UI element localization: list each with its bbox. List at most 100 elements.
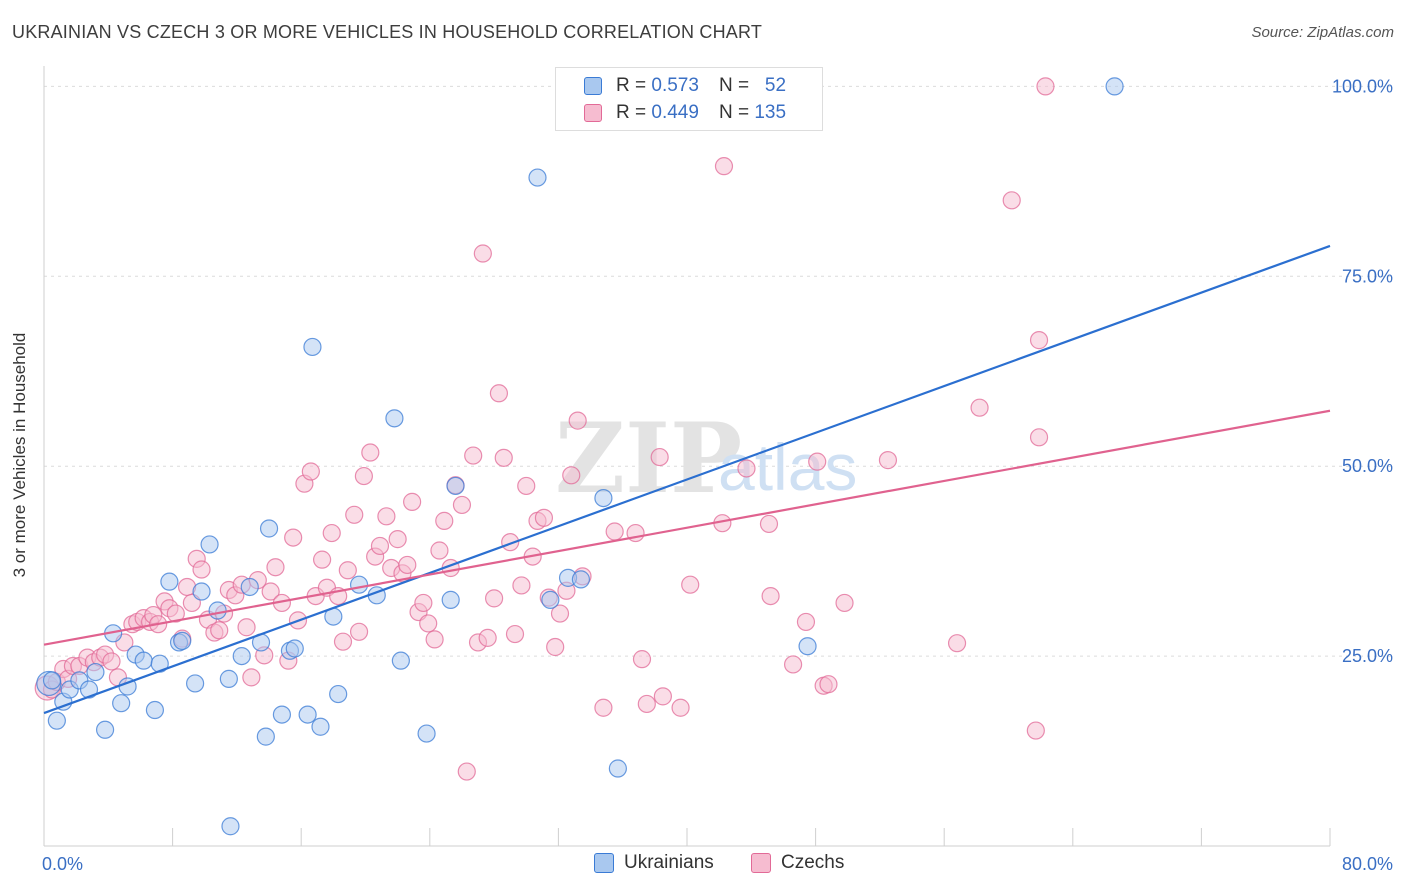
czech-point (166, 604, 185, 623)
czech-point (819, 675, 838, 694)
czech-point (242, 668, 261, 687)
ukrainian-point (173, 631, 192, 651)
y-tick-label: 25.0% (1342, 646, 1393, 666)
ukrainian-trend-line (43, 244, 1331, 715)
legend-item-czechs[interactable]: Czechs (751, 852, 844, 874)
trend-lines (43, 244, 1331, 715)
czech-point (517, 476, 536, 496)
czech-point (425, 630, 444, 649)
czech-point (653, 687, 672, 706)
czech-point (808, 452, 827, 471)
ukrainian-points (36, 77, 1124, 836)
czech-point (637, 694, 656, 714)
ukrainian-point (385, 409, 404, 428)
czech-point (632, 650, 652, 669)
ukrainian-point (329, 684, 348, 704)
legend-label-ukrainians: Ukrainians (624, 852, 714, 873)
czech-point (338, 561, 357, 580)
ukrainians-swatch (594, 853, 614, 873)
ukrainian-point (112, 694, 131, 713)
legend-row-czechs: R = 0.449 N = 135 (584, 101, 786, 125)
ukrainian-point (42, 671, 62, 690)
source-label: Source: ZipAtlas.com (1251, 24, 1394, 41)
r-label: R = (616, 102, 647, 123)
ukrainian-point (186, 674, 205, 693)
czech-point (266, 558, 285, 577)
czech-point (947, 634, 967, 653)
x-tick-label: 80.0% (1342, 854, 1393, 874)
czech-point (489, 384, 509, 403)
ukrainian-point (240, 577, 259, 597)
czech-point (970, 398, 989, 417)
r-label: R = (616, 75, 647, 96)
czech-point (377, 507, 396, 526)
czech-point (562, 466, 581, 485)
czech-point (1002, 191, 1021, 210)
czech-point (388, 530, 407, 549)
y-tick-label: 75.0% (1342, 266, 1393, 286)
czech-point (550, 604, 570, 623)
czech-point (284, 528, 303, 547)
czech-point (361, 443, 380, 462)
czech-point (568, 411, 587, 430)
x-tick-label: 0.0% (42, 854, 83, 874)
ukrainian-point (608, 759, 627, 778)
ukrainians-swatch (584, 77, 602, 95)
czech-point (345, 505, 364, 524)
czech-point (1029, 331, 1049, 350)
ukrainian-point (391, 651, 410, 670)
chart-title: UKRAINIAN VS CZECH 3 OR MORE VEHICLES IN… (12, 22, 763, 42)
czech-point (494, 448, 513, 467)
n-label: N = (718, 102, 750, 123)
ukrainian-point (541, 590, 560, 609)
czech-point (796, 612, 816, 632)
czech-point (457, 762, 476, 781)
ukrainian-point (145, 700, 165, 720)
czech-point (435, 511, 454, 530)
ukrainian-point (285, 639, 304, 658)
czech-point (333, 632, 353, 651)
ukrainian-point (298, 705, 317, 724)
czech-point (354, 466, 373, 486)
czech-point (761, 586, 780, 606)
ukrainian-point (528, 168, 547, 187)
legend-item-ukrainians[interactable]: Ukrainians (594, 852, 714, 874)
czech-point (210, 621, 229, 640)
ukrainian-point (232, 646, 251, 666)
r-value: 0.449 (651, 102, 699, 123)
ukrainian-point (303, 337, 322, 357)
n-value: 52 (764, 75, 787, 96)
czech-point (312, 550, 332, 569)
czech-point (671, 698, 690, 717)
czech-point (759, 514, 779, 534)
n-value: 135 (754, 102, 787, 123)
czechs-swatch (584, 104, 602, 122)
ukrainian-point (221, 817, 240, 836)
ukrainian-point (208, 601, 227, 620)
ukrainian-point (417, 724, 436, 743)
czech-point (301, 462, 320, 481)
ukrainian-point (798, 637, 817, 656)
ukrainian-point (256, 727, 275, 746)
r-value: 0.573 (651, 75, 699, 96)
ukrainian-point (79, 680, 99, 699)
ukrainian-point (441, 590, 460, 609)
czech-point (1026, 721, 1045, 740)
czech-point (512, 576, 531, 595)
czech-point (452, 495, 472, 515)
czech-point (681, 575, 700, 594)
n-label: N = (718, 75, 750, 96)
czech-point (1029, 428, 1049, 447)
czech-point (737, 459, 756, 478)
y-tick-label: 50.0% (1342, 456, 1393, 476)
ukrainian-point (571, 570, 591, 589)
czech-point (1036, 77, 1055, 96)
stats-legend: R = 0.573 N = 52 R = 0.449 N = 135 (555, 67, 823, 131)
ukrainian-point (86, 662, 105, 682)
tick-labels: 25.0% 50.0% 75.0% 100.0% 0.0% 80.0% (42, 76, 1393, 874)
ukrainian-point (1105, 77, 1124, 96)
ukrainian-point (219, 669, 238, 688)
czech-point (473, 244, 492, 263)
czech-point (485, 589, 504, 608)
